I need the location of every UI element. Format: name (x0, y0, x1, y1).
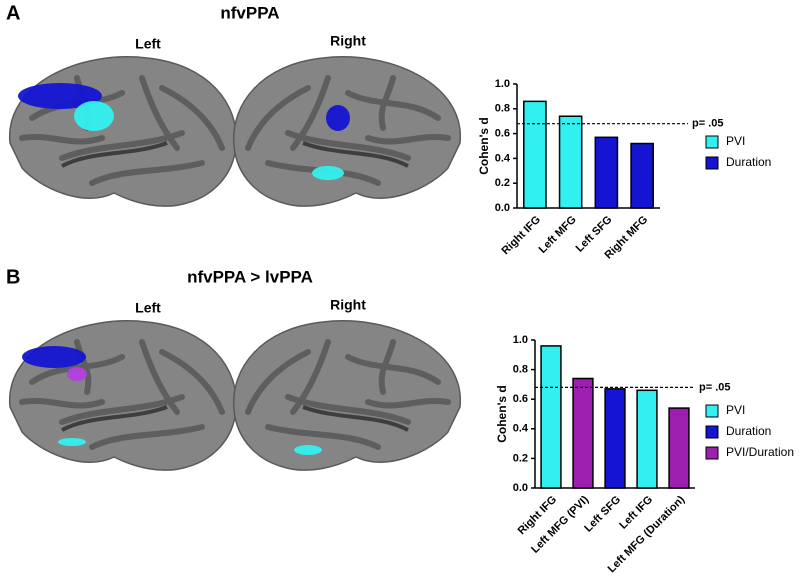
legend-label: Duration (726, 155, 771, 169)
y-tick-label: 0.6 (495, 128, 510, 140)
y-tick-label: 0.8 (495, 103, 510, 115)
sulcus (74, 339, 92, 395)
bar (594, 136, 619, 209)
sulcus (290, 339, 331, 415)
bar (558, 115, 583, 209)
sulcus (378, 75, 396, 131)
panel-title: nfvPPA (220, 3, 279, 22)
y-axis-label: Cohen's d (495, 385, 509, 443)
sulcus (89, 424, 205, 450)
brain-surface (232, 320, 461, 471)
bar (523, 100, 547, 209)
legend-swatch (705, 404, 719, 418)
sulcus (89, 160, 205, 186)
brain (9, 56, 238, 207)
legend-label: Duration (726, 424, 771, 438)
sulcus (245, 349, 311, 415)
y-tick-label: 0.4 (513, 423, 529, 435)
fissure (61, 141, 168, 168)
activation (22, 346, 86, 368)
sulcus (139, 339, 180, 415)
y-tick-label: 0.8 (513, 364, 528, 376)
sulcus (245, 85, 311, 151)
sulcus (378, 339, 396, 395)
sulcus (290, 75, 331, 151)
sulcus (159, 85, 225, 151)
legend-swatch (705, 446, 719, 460)
bar (668, 407, 690, 489)
hemisphere-label: Right (330, 33, 366, 49)
y-tick-label: 0.2 (513, 452, 528, 464)
x-tick-label: Left MFG (537, 214, 579, 256)
sulcus (265, 424, 381, 450)
activation (67, 367, 87, 381)
hemisphere-label: Left (135, 36, 161, 52)
sulcus (139, 75, 180, 151)
bar (630, 142, 654, 209)
brain-surface (9, 320, 238, 471)
panel-label: A (6, 2, 20, 24)
y-tick-label: 0.6 (513, 393, 528, 405)
fissure (61, 405, 168, 432)
y-tick-label: 0.0 (513, 482, 528, 494)
y-tick-label: 0.0 (495, 202, 510, 214)
brain (232, 320, 461, 471)
sulcus (365, 398, 451, 409)
legend-label: PVI (726, 403, 745, 417)
sulcus (19, 398, 105, 409)
activation (326, 105, 350, 131)
sulcus (159, 349, 225, 415)
hemisphere-label: Right (330, 297, 366, 313)
legend-label: PVI (726, 134, 745, 148)
hemisphere-label: Left (135, 300, 161, 316)
activation (312, 166, 344, 180)
activation (74, 101, 114, 131)
brain-surface (232, 56, 461, 207)
legend-swatch (705, 135, 719, 149)
panel-title: nfvPPA > lvPPA (187, 267, 313, 286)
x-tick-label: Left MFG (PVI) (529, 493, 591, 555)
sulcus (19, 134, 105, 145)
bar (604, 388, 626, 489)
legend-label: PVI/Duration (726, 445, 794, 459)
bar (636, 389, 658, 489)
bar (572, 377, 594, 489)
activation (18, 83, 102, 109)
sulcus (365, 134, 451, 145)
legend-swatch (705, 425, 719, 439)
legend-swatch (705, 156, 719, 170)
sulcus (345, 90, 441, 121)
fissure (302, 141, 409, 168)
threshold-label: p= .05 (699, 381, 731, 393)
threshold-label: p= .05 (692, 118, 724, 130)
brain (9, 320, 238, 471)
y-axis-label: Cohen's d (477, 117, 491, 175)
y-tick-label: 0.2 (495, 177, 510, 189)
panel-label: B (6, 266, 20, 288)
bar (540, 345, 562, 489)
activation (58, 438, 86, 446)
brain (232, 56, 461, 207)
activation (294, 445, 322, 455)
x-tick-label: Right IFG (500, 214, 543, 257)
y-tick-label: 1.0 (495, 78, 510, 90)
brain-surface (9, 56, 238, 207)
sulcus (345, 354, 441, 385)
y-tick-label: 1.0 (513, 334, 528, 346)
y-tick-label: 0.4 (495, 152, 511, 164)
fissure (302, 405, 409, 432)
